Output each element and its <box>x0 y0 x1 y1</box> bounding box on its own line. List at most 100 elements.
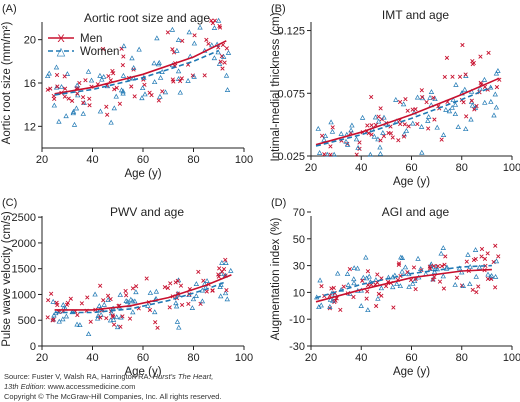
women-point <box>355 144 361 150</box>
women-point <box>63 113 69 119</box>
men-point <box>435 264 441 269</box>
women-point <box>351 276 357 282</box>
women-point <box>199 287 206 293</box>
men-point <box>98 315 103 320</box>
y-axis-label: Pulse wave velocity (cm/s) <box>1 211 13 347</box>
men-point <box>219 53 225 59</box>
men-point <box>202 73 207 78</box>
women-point <box>223 260 229 266</box>
chart-title: PWV and age <box>110 205 184 219</box>
y-tick-label: 30 <box>293 261 305 273</box>
women-point <box>50 298 56 304</box>
men-point <box>354 152 359 157</box>
men-point <box>470 287 475 293</box>
women-point <box>130 65 137 70</box>
women-point <box>495 68 501 73</box>
x-axis-label: Age (y) <box>393 176 430 188</box>
men-point <box>130 286 136 291</box>
x-tick-label: 40 <box>355 162 367 174</box>
women-point <box>92 291 98 297</box>
y-tick-label: 2500 <box>12 212 36 224</box>
women-point <box>482 99 488 105</box>
men-point <box>210 21 216 26</box>
women-point <box>173 303 180 309</box>
women-point <box>225 50 232 55</box>
women-point <box>157 93 163 99</box>
women-point <box>363 275 370 281</box>
x-tick-label: 40 <box>355 352 367 364</box>
women-point <box>317 277 323 283</box>
women-point <box>402 264 409 270</box>
y-axis-label: Intimal-medial thickness (cm) <box>270 12 282 161</box>
x-tick-label: 80 <box>456 162 468 174</box>
men-point <box>108 78 113 83</box>
men-point <box>62 74 67 79</box>
women-point <box>74 82 80 88</box>
women-point <box>473 273 479 279</box>
men-point <box>69 98 75 103</box>
women-point <box>452 101 459 107</box>
men-point <box>419 267 424 273</box>
women-point <box>468 116 474 122</box>
men-point <box>469 98 474 103</box>
men-point <box>110 314 116 320</box>
women-point <box>415 255 421 261</box>
women-point <box>446 108 453 114</box>
women-point <box>128 296 134 302</box>
copyright-text: Copyright © The McGraw-Hill Companies, I… <box>4 392 222 401</box>
x-tick-label: 40 <box>86 154 98 166</box>
x-tick-label: 100 <box>235 154 253 166</box>
men-point <box>224 288 229 293</box>
men-point <box>388 131 394 136</box>
women-point <box>400 101 407 107</box>
panel-label: (B) <box>271 3 286 15</box>
men-point <box>463 72 468 77</box>
men-point <box>111 71 116 76</box>
men-point <box>101 298 106 303</box>
women-point <box>472 104 479 110</box>
women-point <box>459 269 465 275</box>
men-point <box>369 94 374 100</box>
women-point <box>469 102 476 108</box>
women-point <box>440 273 446 279</box>
women-point <box>359 114 366 120</box>
women-point <box>108 119 114 125</box>
women-point <box>329 128 336 134</box>
y-axis-label: Augmentation index (%) <box>270 217 282 340</box>
men-point <box>127 316 133 321</box>
men-point <box>341 284 346 289</box>
men-point <box>411 265 417 270</box>
men-point <box>347 267 352 272</box>
women-point <box>354 265 361 271</box>
men-point <box>223 257 228 262</box>
y-tick-label: 0 <box>30 341 36 353</box>
women-point <box>338 130 344 136</box>
men-point <box>482 256 488 261</box>
women-point <box>399 255 406 260</box>
women-point <box>99 76 105 82</box>
women-point <box>191 73 197 79</box>
y-tick-label: 12 <box>24 121 36 133</box>
women-point <box>222 290 229 296</box>
women-point <box>94 315 101 321</box>
y-tick-label: 0.075 <box>277 88 305 100</box>
women-point <box>176 324 182 330</box>
women-point <box>485 271 491 277</box>
y-tick-label: 500 <box>18 315 36 327</box>
women-point <box>427 94 433 100</box>
men-point <box>479 254 484 259</box>
men-point <box>330 125 335 130</box>
men-point <box>419 88 424 93</box>
men-point <box>87 103 92 108</box>
men-point <box>134 284 139 289</box>
men-point <box>420 95 425 100</box>
citation-website: : www.accessmedicine.com <box>43 382 136 391</box>
women-point <box>209 42 215 48</box>
women-point <box>462 86 468 92</box>
women-trend-line <box>315 264 492 299</box>
men-point <box>430 277 436 282</box>
men-point <box>114 85 119 91</box>
x-tick-label: 20 <box>305 352 317 364</box>
women-point <box>324 151 331 157</box>
